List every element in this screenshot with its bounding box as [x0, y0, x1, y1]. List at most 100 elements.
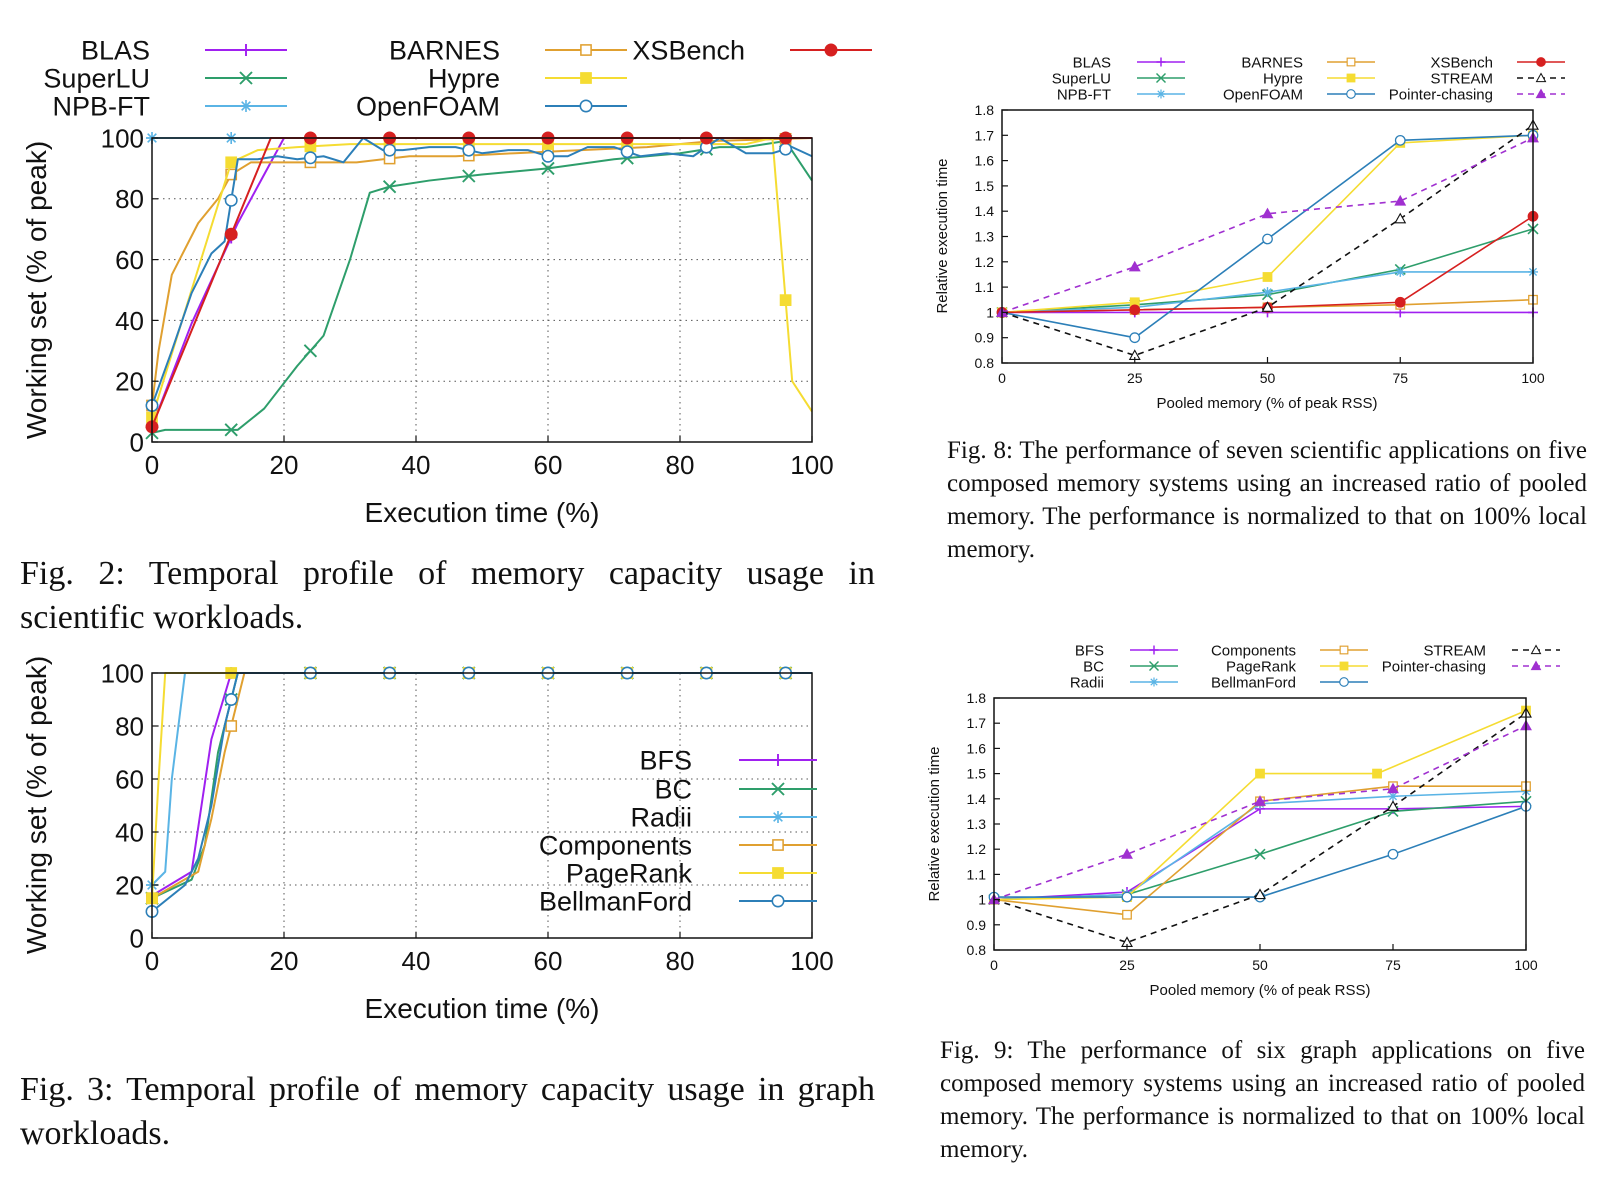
fig3-x-axis-label: Execution time (%) [365, 993, 600, 1024]
fig3-x-tick-label-40: 40 [402, 946, 431, 976]
fig2-legend-marker-hypre [580, 72, 592, 84]
fig8-chart: 0 25 50 75 100 0.8 0.9 1 1.1 1.2 1.3 1.4 1.5 1.6 1.7 1.… [934, 54, 1565, 412]
fig9-y-tick-label-1-1: 1.1 [967, 866, 987, 882]
fig9-y-axis-label: Relative execution time [926, 746, 943, 901]
fig3-legend-marker-components [772, 839, 784, 851]
fig8-y-tick-label-1-5: 1.5 [975, 178, 995, 194]
fig8-point-openfoam [1129, 332, 1141, 344]
fig2-point-superlu [382, 179, 397, 194]
fig9-x-tick-label-100: 100 [1514, 957, 1538, 973]
fig3-point-components [225, 720, 238, 732]
fig2-plot-frame [151, 137, 813, 443]
fig2-y-tick-label-40: 40 [115, 306, 144, 336]
fig8-legend-marker-barnes [1346, 57, 1356, 67]
fig9-legend-marker-radii [1149, 677, 1159, 687]
fig3-line-bellmanford [151, 672, 812, 913]
fig8-y-tick-label-1-2: 1.2 [975, 254, 995, 270]
fig3-y-tick-label-80: 80 [115, 711, 144, 741]
fig8-legend-marker-stream [1535, 72, 1547, 83]
fig9-legend-label-stream: STREAM [1423, 642, 1486, 659]
fig9-point-pagerank [1255, 768, 1265, 779]
fig2-point-superlu [303, 344, 318, 358]
fig8-y-tick-label-1-8: 1.8 [975, 102, 995, 118]
fig9-legend-label-bc: BC [1083, 658, 1104, 675]
fig3-plot-frame [151, 672, 813, 939]
fig2-line-xsbench [151, 137, 812, 428]
fig2-point-superlu [462, 169, 476, 183]
fig8-point-pointer-chasing [1261, 207, 1274, 219]
fig3-y-tick-label-40: 40 [115, 817, 144, 847]
fig8-legend-marker-xsbench [1536, 57, 1546, 67]
fig9-point-bc [1254, 848, 1266, 860]
fig2-point-openfoam [620, 145, 634, 159]
fig9-legend-marker-pagerank [1339, 661, 1349, 671]
fig9-line-stream [993, 712, 1527, 944]
fig8-point-xsbench [1394, 296, 1406, 308]
fig3-ticks: 0 20 40 60 80 100 0 20 40 60 80 100 [101, 658, 834, 976]
fig9-point-pagerank [1372, 768, 1382, 779]
fig3-chart: 0 20 40 60 80 100 0 20 40 60 80 100 Execution time (… [21, 656, 834, 1024]
fig2-grid [152, 138, 812, 442]
fig8-point-npb-ft [1262, 287, 1273, 298]
fig9-x-axis-label: Pooled memory (% of peak RSS) [1150, 982, 1371, 999]
fig8-legend-label-npb-ft: NPB-FT [1057, 86, 1111, 103]
fig9-legend-marker-bc [1148, 660, 1160, 672]
fig2-x-tick-label-40: 40 [402, 450, 431, 480]
fig2-line-hypre [151, 137, 813, 418]
fig3-caption: Fig. 3: Temporal profile of memory capac… [20, 1071, 875, 1152]
fig9-x-tick-label-25: 25 [1119, 957, 1135, 973]
fig9-point-pointer-chasing [1254, 795, 1266, 806]
fig9-ticks: 0 25 50 75 100 0.8 0.9 1 1.1 1.2 1.3 1.4 1.5 1.6 1.7 1.… [967, 690, 1538, 973]
fig2-chart: 0 20 40 60 80 100 0 20 40 60 80 100 Execution time (… [21, 36, 872, 528]
fig2-y-tick-label-60: 60 [115, 245, 144, 275]
fig9-legend-label-pointer-chasing: Pointer-chasing [1382, 658, 1486, 675]
fig3-legend-marker-radii [772, 811, 784, 823]
fig8-point-stream [1394, 212, 1407, 224]
fig9-line-pointer-chasing [993, 724, 1527, 901]
fig2-point-openfoam [779, 142, 793, 156]
fig3-line-pagerank [151, 672, 812, 899]
fig2-point-xsbench [224, 227, 238, 241]
fig9-y-tick-label-1-6: 1.6 [967, 740, 987, 756]
fig8-point-pointer-chasing [1128, 260, 1141, 272]
fig2-ticks: 0 20 40 60 80 100 0 20 40 60 80 100 [101, 123, 834, 480]
fig8-point-pointer-chasing [1394, 194, 1407, 206]
fig9-point-stream [1387, 800, 1399, 811]
fig3-legend-label-radii: Radii [630, 803, 692, 833]
fig9-y-tick-label-0-8: 0.8 [967, 942, 987, 958]
fig2-x-axis-label: Execution time (%) [365, 497, 600, 528]
fig3-legend-label-bfs: BFS [639, 746, 692, 776]
fig8-point-xsbench [1129, 304, 1141, 316]
fig3-x-tick-label-20: 20 [270, 946, 299, 976]
fig9-point-stream [1254, 888, 1266, 900]
fig9-point-bellmanford [1387, 848, 1399, 860]
fig2-legend-marker-superlu [239, 71, 253, 85]
fig3-line-bc [151, 672, 812, 900]
fig2-y-tick-label-80: 80 [115, 184, 144, 214]
fig2-x-tick-label-0: 0 [145, 450, 159, 480]
fig3-series [145, 666, 812, 918]
fig9-y-tick-label-1-5: 1.5 [967, 766, 987, 782]
fig2-legend-label-superlu: SuperLU [43, 64, 150, 94]
fig8-legend-label-pointer-chasing: Pointer-chasing [1389, 86, 1493, 103]
fig2-line-barnes [151, 137, 813, 406]
fig2-y-tick-label-100: 100 [101, 123, 144, 153]
fig8-y-tick-label-1-6: 1.6 [975, 153, 995, 169]
fig2-line-openfoam [151, 137, 813, 406]
fig9-legend-marker-stream [1530, 644, 1542, 655]
fig2-point-superlu [224, 423, 238, 437]
fig8-line-pointer-chasing [1001, 137, 1534, 314]
fig2-x-tick-label-60: 60 [534, 450, 563, 480]
fig8-y-tick-label-1-3: 1.3 [975, 229, 995, 245]
fig9-point-radii [1388, 791, 1398, 802]
fig3-y-tick-label-100: 100 [101, 658, 144, 688]
fig8-line-xsbench [1001, 215, 1534, 314]
fig8-point-stream [1261, 301, 1274, 312]
fig2-point-openfoam [224, 193, 238, 207]
fig2-point-openfoam [383, 143, 397, 157]
fig2-point-openfoam [541, 149, 555, 163]
